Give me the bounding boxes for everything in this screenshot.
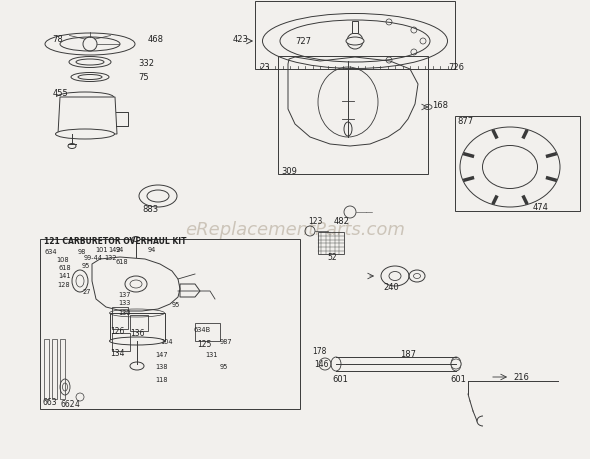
- Text: 94: 94: [116, 246, 124, 252]
- Ellipse shape: [132, 237, 140, 242]
- Text: 95: 95: [82, 263, 90, 269]
- Text: 455: 455: [53, 90, 69, 98]
- Text: 618: 618: [58, 264, 71, 270]
- Text: 618: 618: [115, 258, 127, 264]
- Text: 118: 118: [155, 376, 168, 382]
- Ellipse shape: [110, 337, 165, 345]
- Ellipse shape: [414, 274, 421, 279]
- Text: 634: 634: [44, 248, 57, 254]
- Ellipse shape: [76, 60, 104, 66]
- Text: 138: 138: [155, 363, 168, 369]
- Ellipse shape: [68, 144, 76, 149]
- Text: 663: 663: [42, 397, 57, 407]
- Text: 332: 332: [138, 58, 154, 67]
- Text: 131: 131: [205, 351, 217, 357]
- Text: 601: 601: [450, 375, 466, 384]
- Ellipse shape: [78, 75, 102, 80]
- Text: 423: 423: [232, 35, 248, 45]
- Text: 104: 104: [160, 338, 173, 344]
- Text: 147: 147: [155, 351, 168, 357]
- Text: 121 CARBURETOR OVERHAUL KIT: 121 CARBURETOR OVERHAUL KIT: [44, 237, 186, 246]
- Text: 78: 78: [52, 35, 63, 45]
- Text: 75: 75: [138, 73, 149, 82]
- Ellipse shape: [346, 38, 364, 46]
- Text: 142: 142: [108, 246, 120, 252]
- Text: 123: 123: [308, 217, 322, 226]
- Text: eReplacementParts.com: eReplacementParts.com: [185, 220, 405, 239]
- Circle shape: [451, 359, 461, 369]
- Text: 727: 727: [295, 38, 311, 46]
- Ellipse shape: [389, 272, 401, 281]
- Text: 168: 168: [432, 100, 448, 109]
- Text: 108: 108: [56, 257, 68, 263]
- Text: 187: 187: [400, 350, 416, 359]
- Text: 137: 137: [118, 291, 130, 297]
- Text: 99-44: 99-44: [84, 254, 103, 260]
- Text: 134: 134: [110, 349, 124, 358]
- Text: 601: 601: [332, 375, 348, 384]
- Text: 726: 726: [448, 62, 464, 71]
- Text: 23: 23: [259, 63, 270, 73]
- Text: 240: 240: [383, 283, 399, 292]
- Text: 95: 95: [220, 363, 228, 369]
- Text: 136: 136: [130, 329, 145, 338]
- Ellipse shape: [55, 130, 114, 140]
- Ellipse shape: [483, 146, 537, 189]
- Text: 883: 883: [142, 205, 158, 214]
- Text: 52: 52: [327, 252, 337, 261]
- Text: 662: 662: [60, 400, 74, 409]
- Text: 101: 101: [95, 246, 107, 252]
- Ellipse shape: [147, 190, 169, 202]
- Text: 132: 132: [104, 254, 116, 260]
- Circle shape: [347, 34, 363, 50]
- Text: 178: 178: [312, 347, 326, 356]
- Text: 216: 216: [513, 373, 529, 382]
- Text: 482: 482: [334, 217, 350, 226]
- Text: 987: 987: [220, 338, 232, 344]
- Text: 309: 309: [281, 167, 297, 176]
- Text: 468: 468: [148, 35, 164, 45]
- Text: 474: 474: [533, 203, 549, 212]
- Bar: [352, 22, 358, 34]
- Text: 126: 126: [110, 327, 124, 336]
- Text: 128: 128: [57, 281, 70, 287]
- Text: 133: 133: [118, 299, 130, 305]
- Text: 146: 146: [314, 360, 329, 369]
- Text: 125: 125: [197, 340, 211, 349]
- Text: 130: 130: [118, 309, 130, 315]
- Text: 877: 877: [457, 117, 473, 126]
- Text: 95: 95: [172, 302, 181, 308]
- Text: 94: 94: [148, 246, 156, 252]
- Text: 4: 4: [75, 400, 80, 409]
- Text: 27: 27: [83, 288, 91, 294]
- Text: 141: 141: [58, 272, 70, 279]
- Text: 634B: 634B: [193, 326, 210, 332]
- Text: 98: 98: [78, 248, 86, 254]
